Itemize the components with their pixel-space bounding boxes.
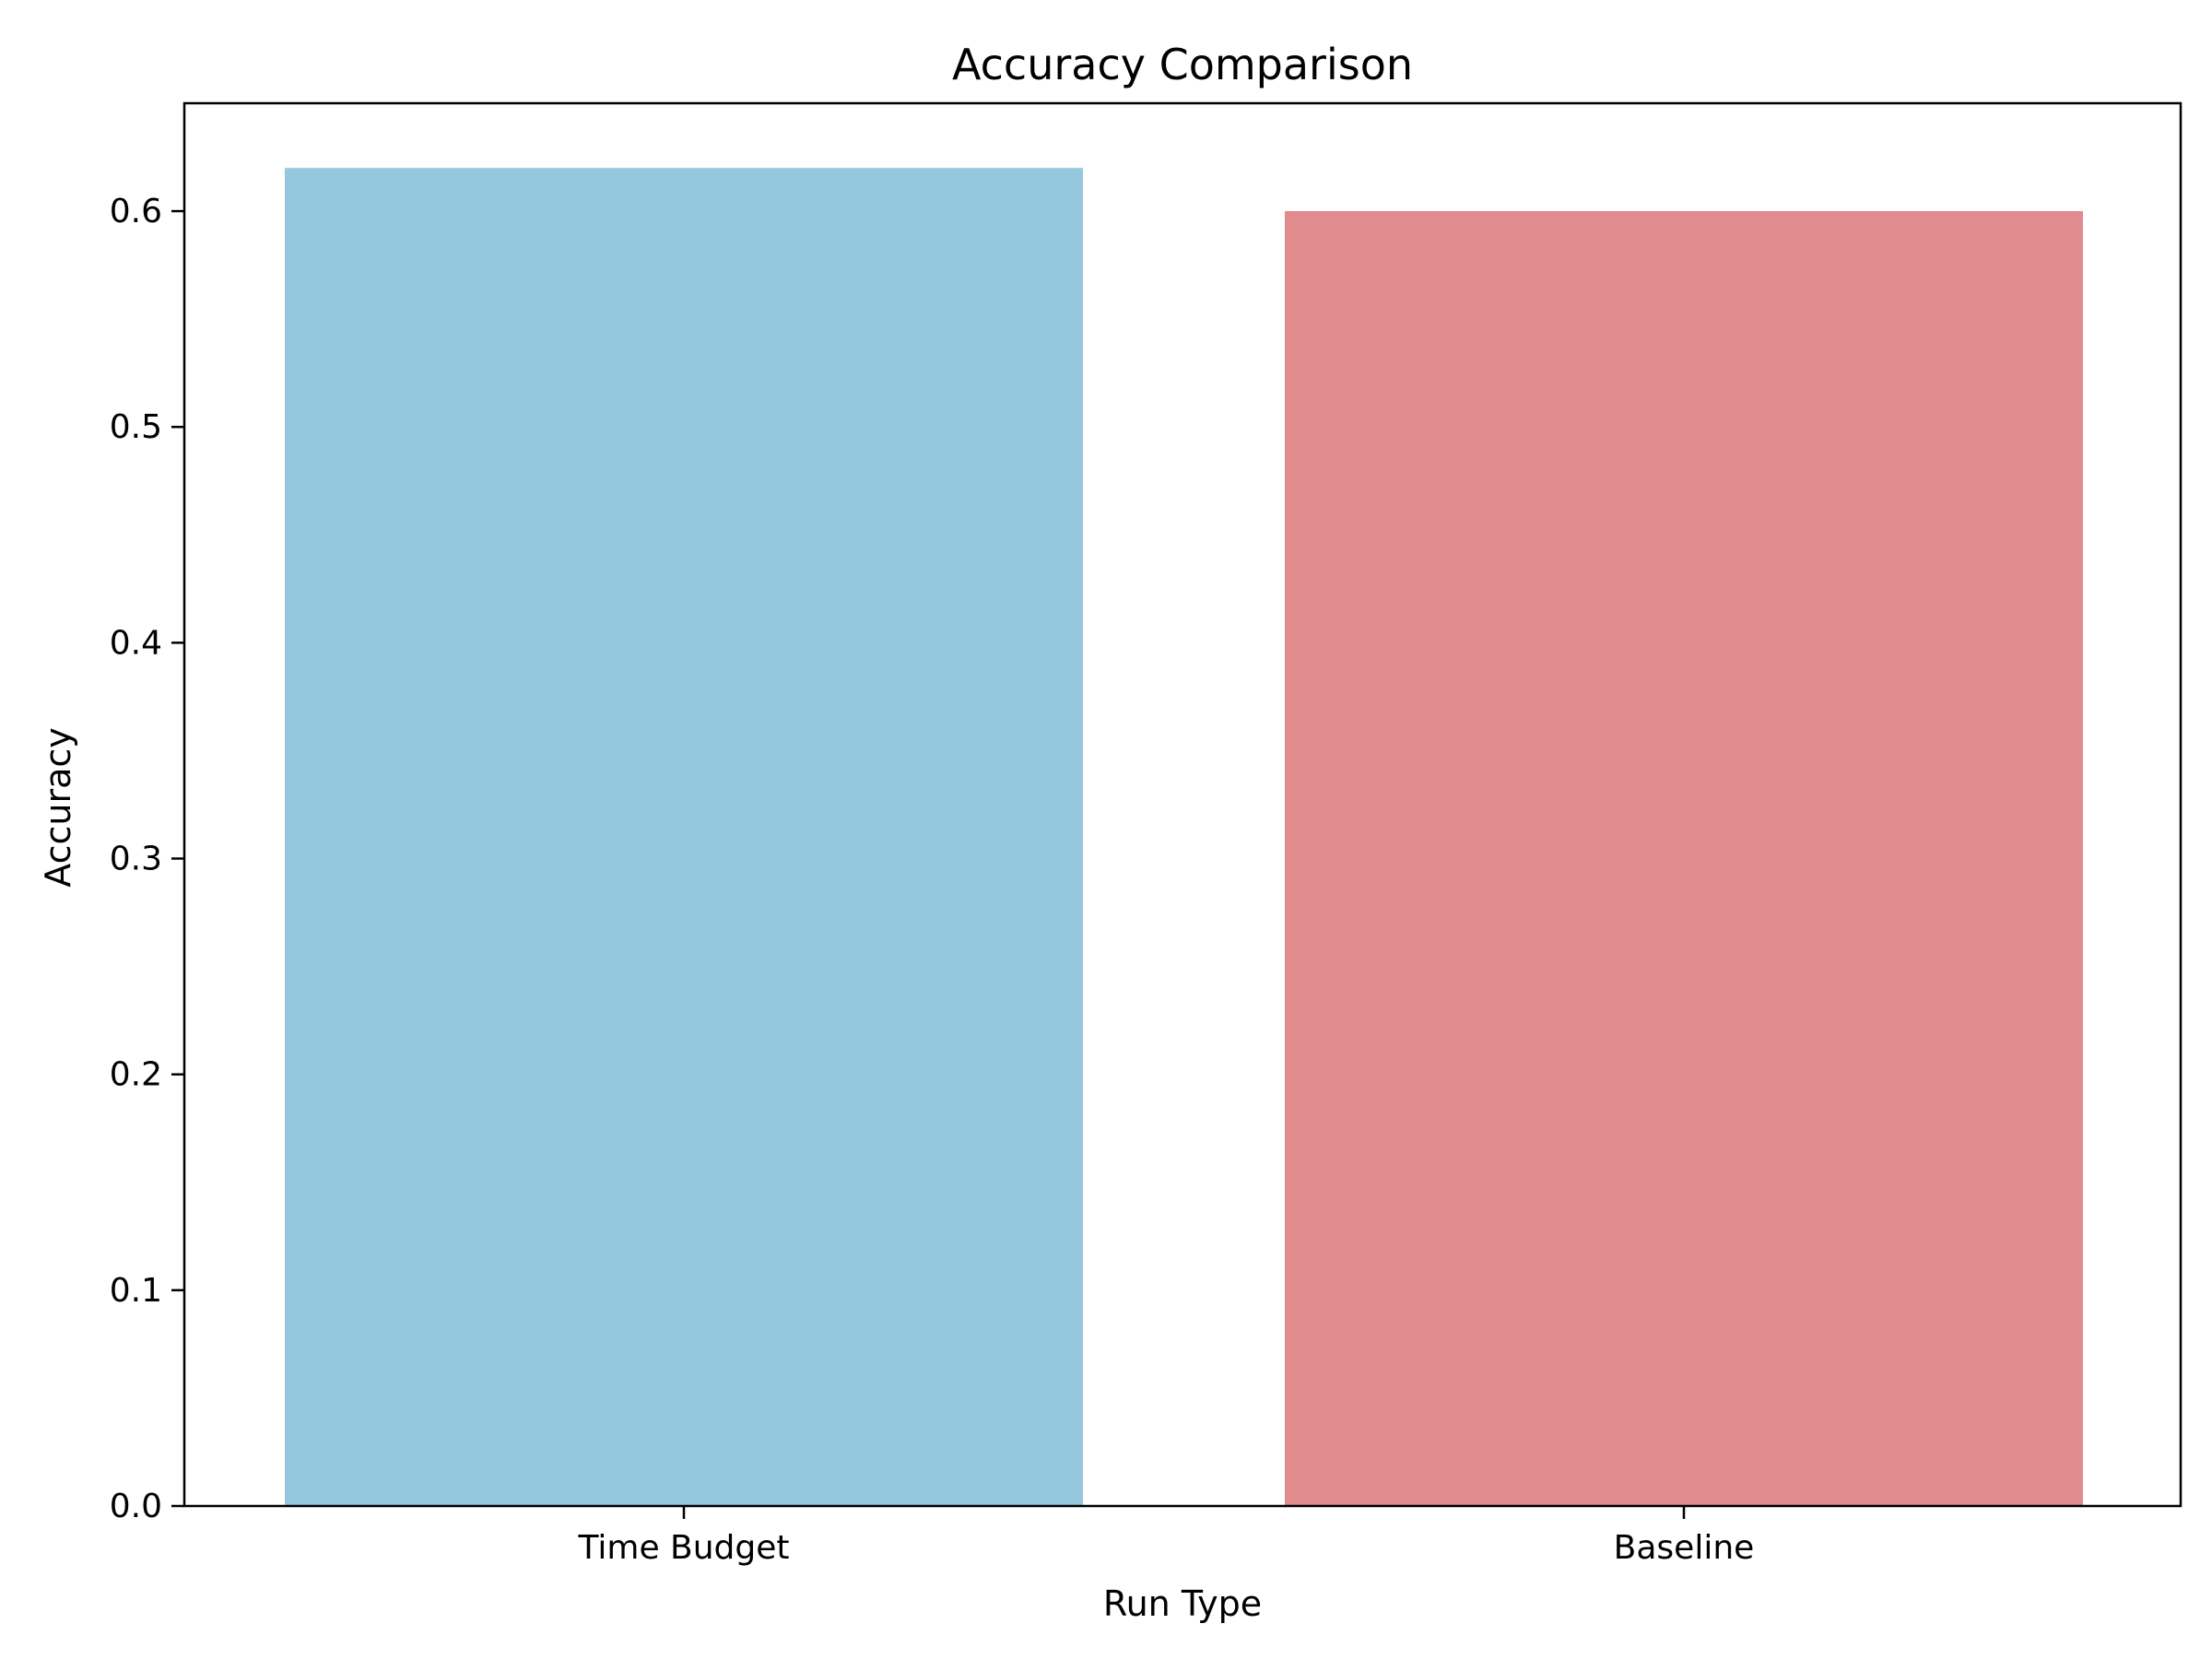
bars-layer: [285, 168, 2083, 1507]
x-tick-label: Time Budget: [577, 1529, 789, 1567]
y-tick-label: 0.6: [110, 193, 162, 230]
y-tick-label: 0.0: [110, 1488, 162, 1525]
plot-frame: [182, 101, 2183, 1508]
bar-time-budget: [285, 168, 1083, 1507]
y-tick-label: 0.1: [110, 1272, 162, 1310]
y-tick-label: 0.4: [110, 624, 162, 662]
x-axis-label: Run Type: [1103, 1583, 1262, 1624]
y-axis: 0.0 0.1 0.2 0.3 0.4 0.5 0.6: [110, 193, 184, 1525]
y-axis-label: Accuracy: [38, 727, 78, 888]
x-axis: Time Budget Baseline: [577, 1506, 1754, 1567]
chart-title: Accuracy Comparison: [952, 40, 1413, 89]
bar-baseline: [1285, 211, 2083, 1507]
y-tick-label: 0.3: [110, 841, 162, 878]
y-tick-label: 0.2: [110, 1056, 162, 1094]
x-tick-label: Baseline: [1614, 1529, 1755, 1567]
y-tick-label: 0.5: [110, 408, 162, 446]
